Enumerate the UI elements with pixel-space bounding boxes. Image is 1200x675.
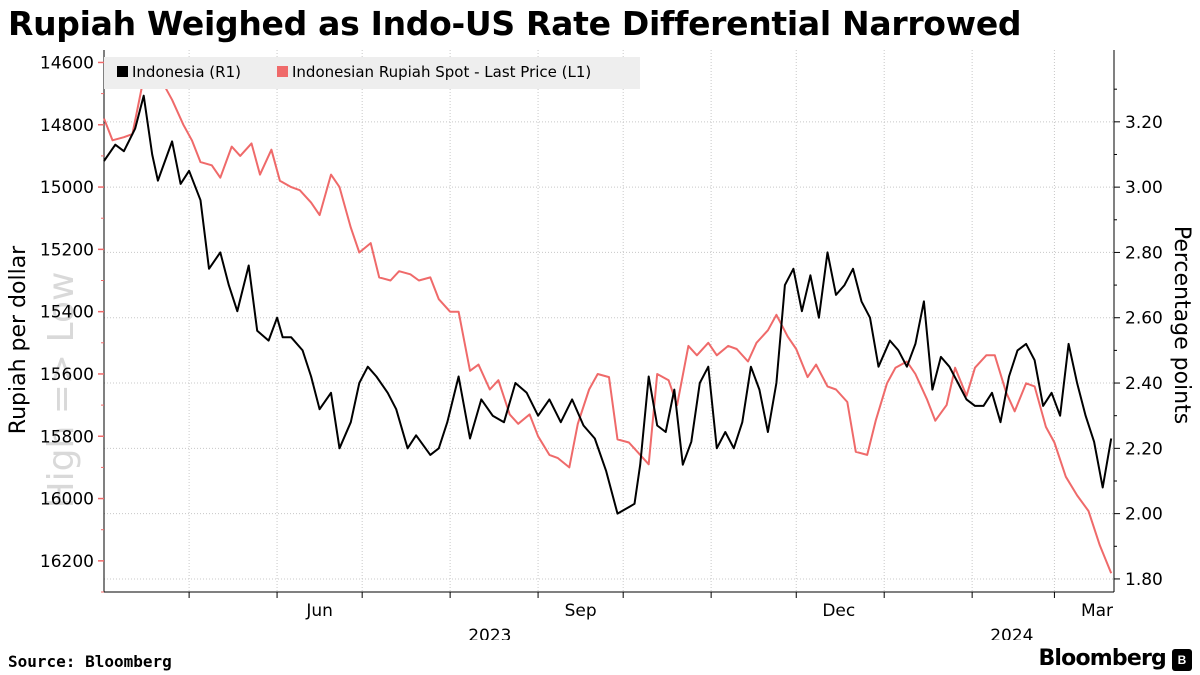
left-axis-ticks: 14600 14800 15000 15200 15400 15600 15800 16000… — [40, 53, 104, 593]
left-tick-label: 15400 — [40, 303, 94, 323]
right-axis-label: Percentage points — [1169, 226, 1194, 424]
x-year-label: 2024 — [990, 626, 1033, 640]
left-axis-label: Rupiah per dollar — [6, 245, 31, 434]
series-line-rupiah — [103, 77, 1113, 574]
right-tick-label: 2.00 — [1125, 505, 1163, 525]
right-tick-label: 2.40 — [1125, 374, 1163, 394]
bloomberg-badge-icon: B — [1172, 649, 1192, 671]
right-tick-label: 2.60 — [1125, 309, 1163, 329]
left-tick-label: 16200 — [40, 552, 94, 572]
watermark: High => Low — [41, 272, 82, 509]
legend-background — [104, 57, 640, 89]
legend: Indonesia (R1) Indonesian Rupiah Spot - … — [104, 57, 640, 89]
x-year-label: 2023 — [468, 626, 511, 640]
chart-title: Rupiah Weighed as Indo-US Rate Different… — [8, 4, 1022, 43]
legend-label-indonesia: Indonesia (R1) — [132, 63, 241, 81]
right-tick-label: 2.80 — [1125, 243, 1163, 263]
left-tick-label: 15200 — [40, 240, 94, 260]
left-tick-label: 15800 — [40, 427, 94, 447]
legend-swatch-indonesia — [117, 66, 128, 77]
legend-label-rupiah: Indonesian Rupiah Spot - Last Price (L1) — [292, 63, 591, 81]
right-tick-label: 3.20 — [1125, 113, 1163, 133]
x-axis-ticks: Jun Sep Dec Mar 2023 2024 — [188, 592, 1113, 640]
left-tick-label: 16000 — [40, 490, 94, 510]
x-tick-label: Dec — [822, 601, 855, 621]
bloomberg-logo: Bloomberg — [1038, 646, 1166, 671]
right-axis-ticks: 1.80 2.00 2.20 2.40 2.60 2.80 3.00 3.20 — [1114, 88, 1163, 590]
x-tick-label: Sep — [565, 601, 597, 621]
left-tick-label: 14600 — [40, 53, 94, 73]
left-tick-label: 15000 — [40, 178, 94, 198]
legend-swatch-rupiah — [277, 66, 288, 77]
chart: High => Low 14600 14800 15000 15200 15400 156… — [6, 50, 1194, 640]
right-tick-label: 1.80 — [1125, 570, 1163, 590]
axes — [103, 50, 1115, 593]
series-lines — [103, 77, 1113, 574]
right-tick-label: 3.00 — [1125, 178, 1163, 198]
x-tick-label: Jun — [305, 601, 333, 621]
left-tick-label: 15600 — [40, 365, 94, 385]
right-tick-label: 2.20 — [1125, 439, 1163, 459]
source-note: Source: Bloomberg — [8, 652, 172, 671]
left-tick-label: 14800 — [40, 116, 94, 136]
series-line-indonesia — [103, 94, 1113, 515]
x-tick-label: Mar — [1081, 601, 1113, 621]
